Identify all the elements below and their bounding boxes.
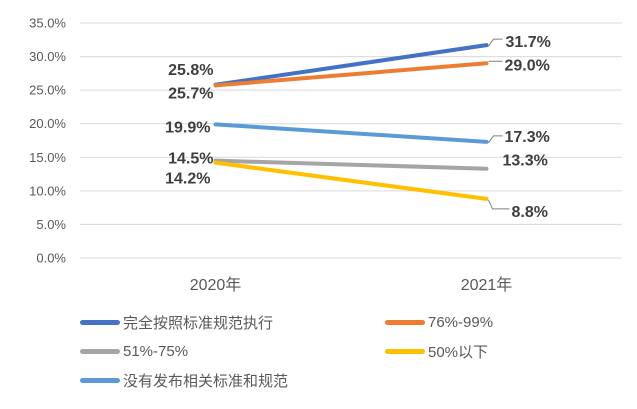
data-label: 8.8% (512, 204, 548, 221)
legend-line-marker (385, 319, 425, 325)
data-label: 14.5% (168, 151, 213, 168)
legend-label: 50%以下 (428, 343, 489, 361)
y-tick-label: 0.0% (36, 251, 66, 266)
y-tick-label: 30.0% (29, 49, 66, 64)
data-label: 25.8% (168, 62, 213, 79)
legend-item-1: 76%-99% (385, 312, 625, 332)
y-tick-label: 15.0% (29, 150, 66, 165)
data-labels: 25.8% 31.7% 25.7% 29.0% 14.5% 13.3% 14.2% 8.8% 1… (165, 34, 551, 221)
legend-line-marker (385, 348, 425, 354)
legend-item-2: 51%-75% (80, 341, 385, 361)
series-line-0 (213, 43, 489, 87)
data-label: 14.2% (165, 171, 210, 188)
series-lines (213, 43, 489, 201)
y-tick-label: 25.0% (29, 83, 66, 98)
legend-item-3: 50%以下 (385, 341, 625, 361)
data-label: 17.3% (505, 129, 550, 146)
data-label: 13.3% (503, 153, 548, 170)
y-tick-label: 20.0% (29, 116, 66, 131)
legend-label: 没有发布相关标准和规范 (123, 372, 289, 390)
data-label: 19.9% (165, 119, 210, 136)
y-axis-tick-labels: 0.0% 5.0% 10.0% 15.0% 20.0% 25.0% 30.0% 35.0% (29, 16, 66, 266)
legend-item-0: 完全按照标准规范执行 (80, 312, 385, 332)
legend-label: 51%-75% (123, 342, 189, 360)
legend-line-marker (80, 319, 120, 325)
data-label-leader-lines (488, 38, 510, 210)
series-line-1 (213, 61, 489, 88)
series-line-4 (213, 122, 489, 144)
leader-line (488, 38, 503, 47)
leader-line (488, 135, 503, 144)
data-label: 29.0% (505, 57, 550, 74)
legend-label: 完全按照标准规范执行 (123, 314, 274, 332)
data-label: 25.7% (168, 85, 213, 102)
legend-line-marker (80, 348, 120, 354)
legend-label: 76%-99% (428, 313, 494, 331)
gridlines (80, 22, 622, 259)
data-label: 31.7% (506, 34, 551, 51)
y-tick-label: 5.0% (36, 217, 66, 232)
series-line-2 (213, 158, 489, 171)
chart-plot-area: 0.0% 5.0% 10.0% 15.0% 20.0% 25.0% 30.0% 35.0% 2… (29, 16, 622, 294)
leader-line (488, 199, 510, 210)
chart-legend: 完全按照标准规范执行 76%-99% 51%-75% 50%以下没有发布相关标准和规范 (80, 312, 625, 390)
series-line-3 (213, 160, 489, 201)
x-axis-category-labels: 2020年 2021年 (190, 276, 513, 294)
y-tick-label: 10.0% (29, 183, 66, 198)
y-tick-label: 35.0% (29, 16, 66, 31)
category-label: 2021年 (461, 276, 513, 294)
legend-line-marker (80, 377, 120, 383)
category-label: 2020年 (190, 276, 242, 294)
legend-item-4: 没有发布相关标准和规范 (80, 370, 385, 390)
